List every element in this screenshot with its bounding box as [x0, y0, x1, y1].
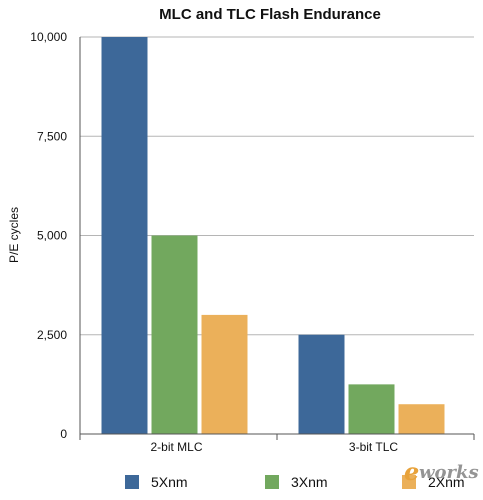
y-tick-labels: 0 2,500 5,000 7,500 10,000 — [30, 30, 67, 441]
y-axis-label: P/E cycles — [7, 207, 21, 263]
x-tick-label: 2-bit MLC — [150, 440, 202, 454]
bar-3xnm-1 — [348, 384, 395, 434]
y-tick-label: 7,500 — [37, 129, 67, 143]
bar-5xnm-1 — [298, 334, 345, 434]
y-tick-label: 0 — [60, 427, 67, 441]
legend-label: 5Xnm — [151, 474, 188, 490]
bar-2xnm-0 — [201, 314, 248, 434]
axes-group — [79, 37, 475, 440]
legend-label: 2Xnm — [428, 474, 465, 490]
legend: 5Xnm 3Xnm 2Xnm — [125, 474, 465, 490]
y-tick-label: 5,000 — [37, 229, 67, 243]
y-tick-label: 2,500 — [37, 328, 67, 342]
bar-2xnm-1 — [398, 404, 445, 434]
watermark-e: e — [404, 457, 419, 486]
legend-label: 3Xnm — [291, 474, 328, 490]
legend-swatch-3xnm — [265, 475, 279, 489]
e-works-watermark: e works — [404, 457, 479, 486]
x-tick-label: 3-bit TLC — [349, 440, 398, 454]
chart-title: MLC and TLC Flash Endurance — [159, 6, 381, 23]
legend-swatch-2xnm — [402, 475, 416, 489]
y-tick-label: 10,000 — [30, 30, 67, 44]
legend-swatch-5xnm — [125, 475, 139, 489]
watermark-works: works — [419, 462, 479, 483]
bar-3xnm-0 — [151, 235, 198, 434]
x-tick-labels: 2-bit MLC 3-bit TLC — [150, 440, 398, 454]
bars-group — [101, 37, 445, 434]
bar-5xnm-0 — [101, 37, 148, 434]
